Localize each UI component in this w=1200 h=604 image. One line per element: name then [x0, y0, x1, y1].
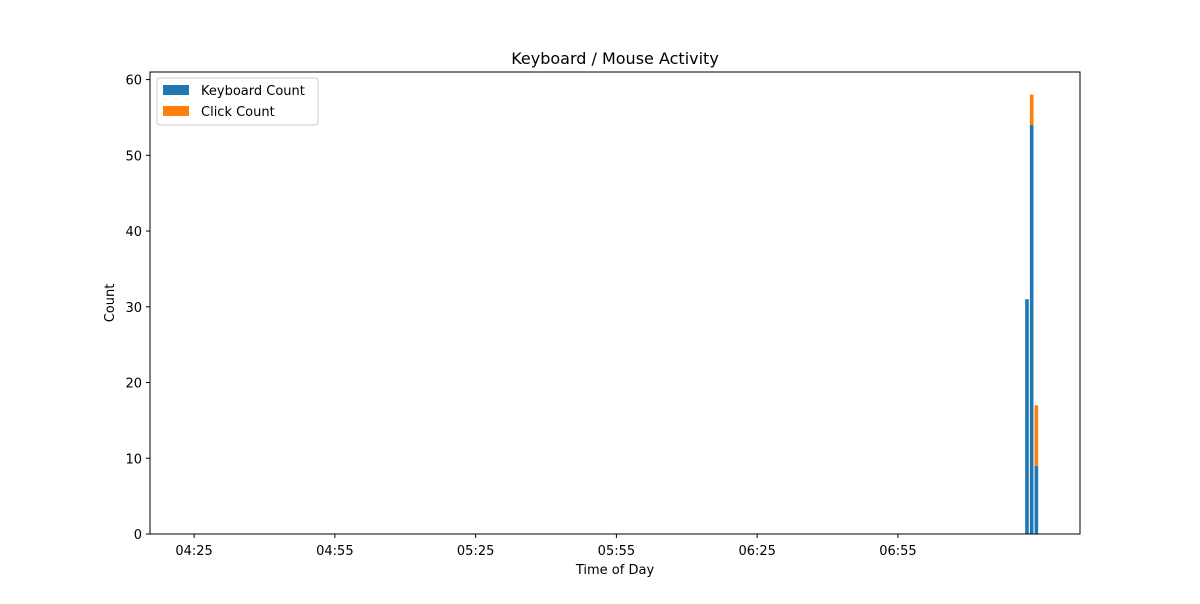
bars-group: [1025, 94, 1039, 535]
y-tick-label: 10: [125, 452, 142, 467]
x-tick-label: 05:55: [598, 544, 635, 559]
bar-keyboard-0: [1025, 299, 1029, 534]
y-tick-label: 20: [125, 377, 142, 392]
bar-click-2: [1034, 405, 1039, 466]
legend-box: [156, 77, 319, 126]
legend-label-click: Click Count: [201, 105, 275, 120]
x-axis: 04:25 04:55 05:25 05:55 06:25 06:55: [175, 534, 917, 559]
y-axis-label: Count: [103, 284, 118, 323]
plot-area-frame: [149, 71, 1081, 535]
legend: Keyboard Count Click Count: [156, 77, 319, 126]
y-tick-label: 30: [125, 301, 142, 316]
bar-click-1: [1029, 94, 1034, 126]
chart-title: Keyboard / Mouse Activity: [511, 49, 719, 68]
y-tick-label: 50: [125, 149, 142, 164]
bar-keyboard-2: [1034, 465, 1039, 534]
legend-swatch-click: [163, 106, 189, 116]
x-tick-label: 06:55: [879, 544, 916, 559]
y-tick-label: 60: [125, 74, 142, 89]
legend-label-keyboard: Keyboard Count: [201, 84, 305, 99]
x-tick-label: 04:25: [175, 544, 212, 559]
y-axis: 0 10 20 30 40 50 60: [125, 74, 150, 543]
x-tick-label: 06:25: [738, 544, 775, 559]
bar-keyboard-1: [1029, 125, 1034, 535]
x-axis-label: Time of Day: [575, 563, 655, 578]
legend-swatch-keyboard: [163, 85, 189, 95]
y-tick-label: 40: [125, 225, 142, 240]
x-tick-label: 04:55: [316, 544, 353, 559]
x-tick-label: 05:25: [457, 544, 494, 559]
y-tick-label: 0: [134, 528, 142, 543]
